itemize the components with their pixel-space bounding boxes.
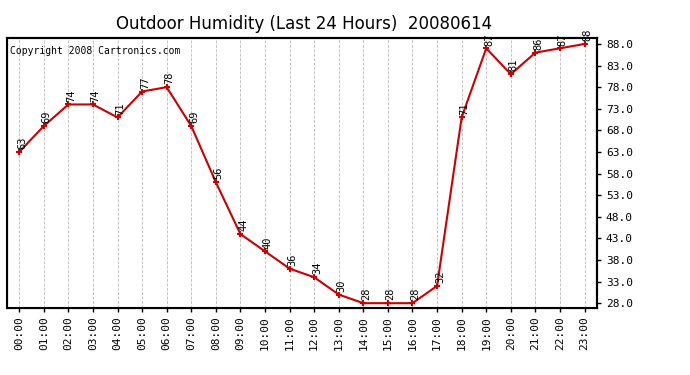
Text: 28: 28 <box>361 288 371 300</box>
Text: Copyright 2008 Cartronics.com: Copyright 2008 Cartronics.com <box>10 46 180 56</box>
Text: 71: 71 <box>115 102 126 115</box>
Text: 69: 69 <box>189 111 199 123</box>
Text: 87: 87 <box>484 33 494 45</box>
Text: 69: 69 <box>41 111 52 123</box>
Text: 28: 28 <box>411 288 420 300</box>
Text: 77: 77 <box>140 76 150 89</box>
Text: 74: 74 <box>90 89 101 102</box>
Text: 36: 36 <box>287 254 297 266</box>
Text: 56: 56 <box>214 167 224 180</box>
Text: 28: 28 <box>386 288 395 300</box>
Text: 86: 86 <box>533 38 543 50</box>
Text: 63: 63 <box>17 137 27 149</box>
Text: 71: 71 <box>460 102 469 115</box>
Text: 34: 34 <box>312 262 322 274</box>
Text: 40: 40 <box>263 236 273 249</box>
Text: 87: 87 <box>558 33 568 45</box>
Text: 88: 88 <box>582 29 592 41</box>
Text: Outdoor Humidity (Last 24 Hours)  20080614: Outdoor Humidity (Last 24 Hours) 2008061… <box>115 15 492 33</box>
Text: 81: 81 <box>509 59 519 72</box>
Text: 32: 32 <box>435 271 445 283</box>
Text: 44: 44 <box>238 219 248 231</box>
Text: 78: 78 <box>164 72 175 84</box>
Text: 30: 30 <box>337 279 346 292</box>
Text: 74: 74 <box>66 89 76 102</box>
